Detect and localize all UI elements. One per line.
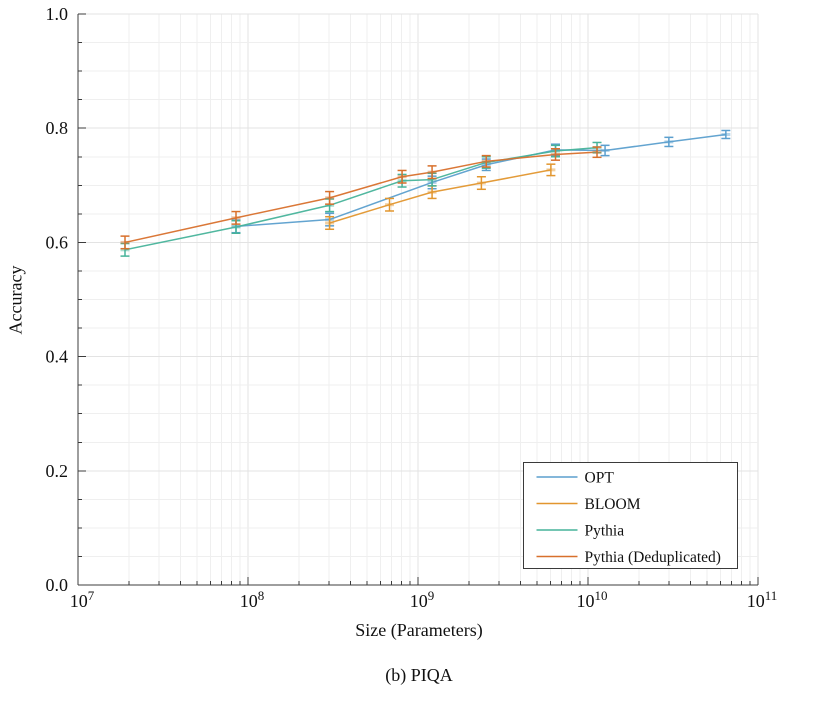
series-line-bloom xyxy=(329,169,552,224)
tick-labels: 0.0 0.2 0.4 0.6 0.8 1.0 107 108 109 1010 1011 xyxy=(46,4,778,611)
axes xyxy=(77,13,759,586)
y-axis-label: Accuracy xyxy=(5,265,26,335)
legend-box xyxy=(522,461,739,570)
series xyxy=(120,129,731,257)
y-tick-label: 0.6 xyxy=(46,232,69,252)
y-tick-label: 1.0 xyxy=(46,4,69,24)
errorbars-pythia-deduplicated- xyxy=(120,146,602,250)
y-tick-label: 0.4 xyxy=(46,347,69,367)
legend-item-bloom: BLOOM xyxy=(536,496,641,513)
x-tick-label: 109 xyxy=(410,588,435,611)
x-tick-label: 107 xyxy=(70,588,95,611)
errorbars-pythia xyxy=(120,141,602,257)
x-tick-label: 1010 xyxy=(577,588,608,611)
series-line-pythia xyxy=(124,146,598,251)
legend-item-opt: OPT xyxy=(536,470,615,487)
x-axis-label: Size (Parameters) xyxy=(355,620,483,640)
errorbars-bloom xyxy=(325,163,556,231)
legend-item-pythia-deduplicated-: Pythia (Deduplicated) xyxy=(536,549,721,566)
legend-item-pythia: Pythia xyxy=(536,523,625,540)
y-tick-label: 0.8 xyxy=(46,118,69,138)
x-tick-label: 108 xyxy=(240,588,265,611)
legend-item-label: BLOOM xyxy=(585,496,641,513)
series-line-pythia-deduplicated- xyxy=(124,151,598,244)
y-tick-label: 0.2 xyxy=(46,461,69,481)
y-tick-label: 0.0 xyxy=(46,575,69,595)
legend-item-label: OPT xyxy=(585,470,615,487)
legend: OPT BLOOM Pythia Pythia (Deduplicated) xyxy=(522,461,739,570)
figure-caption: (b) PIQA xyxy=(385,665,453,685)
x-tick-label: 1011 xyxy=(747,588,778,611)
legend-item-label: Pythia (Deduplicated) xyxy=(585,549,721,566)
legend-item-label: Pythia xyxy=(585,523,625,540)
